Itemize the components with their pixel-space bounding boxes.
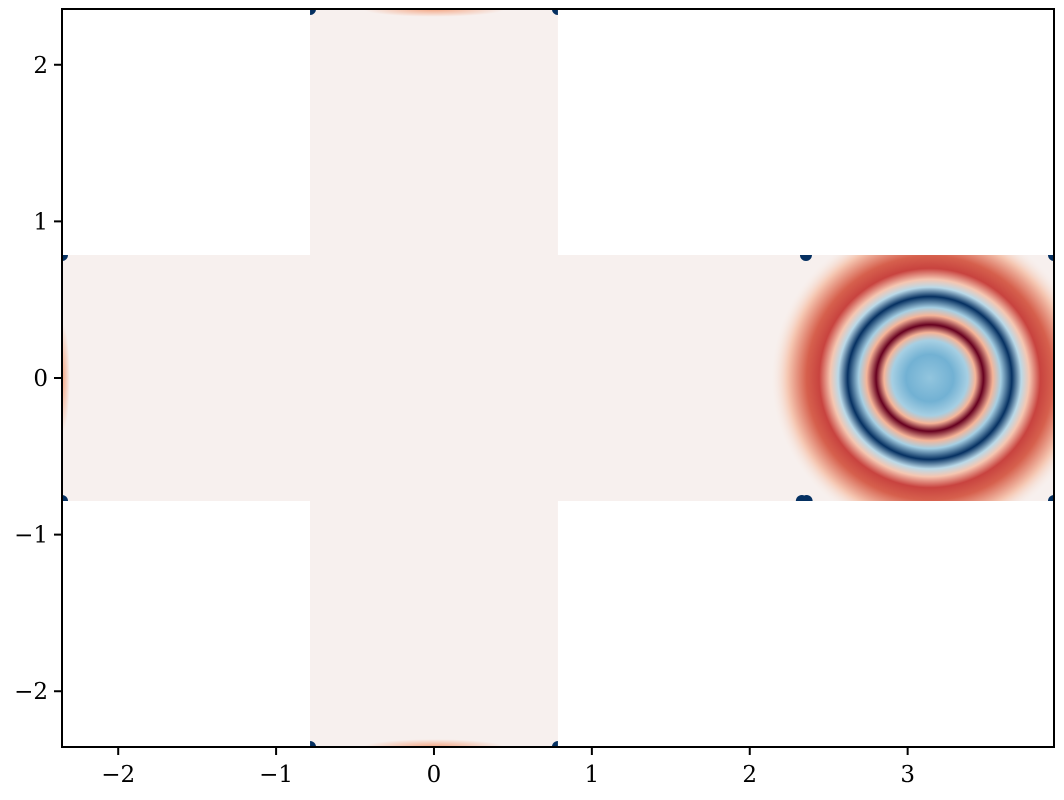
x-tick-label: 2 (742, 762, 757, 788)
x-axis-ticks: −2 −1 0 1 2 3 (101, 747, 915, 788)
ring-pattern-disc (768, 218, 1054, 538)
field-domain (62, 9, 1054, 747)
y-tick-label: −1 (14, 523, 48, 549)
y-tick-label: 1 (33, 209, 48, 235)
y-tick-label: 0 (33, 366, 48, 392)
x-tick-label: −1 (259, 762, 293, 788)
corner-spot (795, 494, 808, 507)
corner-spot (799, 249, 812, 262)
plot-area (62, 9, 1054, 747)
ring-pattern (768, 218, 1054, 538)
edge-glow (362, 9, 506, 17)
x-tick-label: 1 (585, 762, 600, 788)
axes: −2 −1 0 1 2 3 −2 −1 0 1 2 (14, 8, 1055, 788)
y-tick-label: 2 (33, 53, 48, 79)
x-tick-label: 3 (900, 762, 915, 788)
edge-glow (362, 739, 506, 747)
x-tick-label: −2 (101, 762, 135, 788)
y-axis-ticks: −2 −1 0 1 2 (14, 53, 62, 705)
y-tick-label: −2 (14, 679, 48, 705)
x-tick-label: 0 (427, 762, 442, 788)
